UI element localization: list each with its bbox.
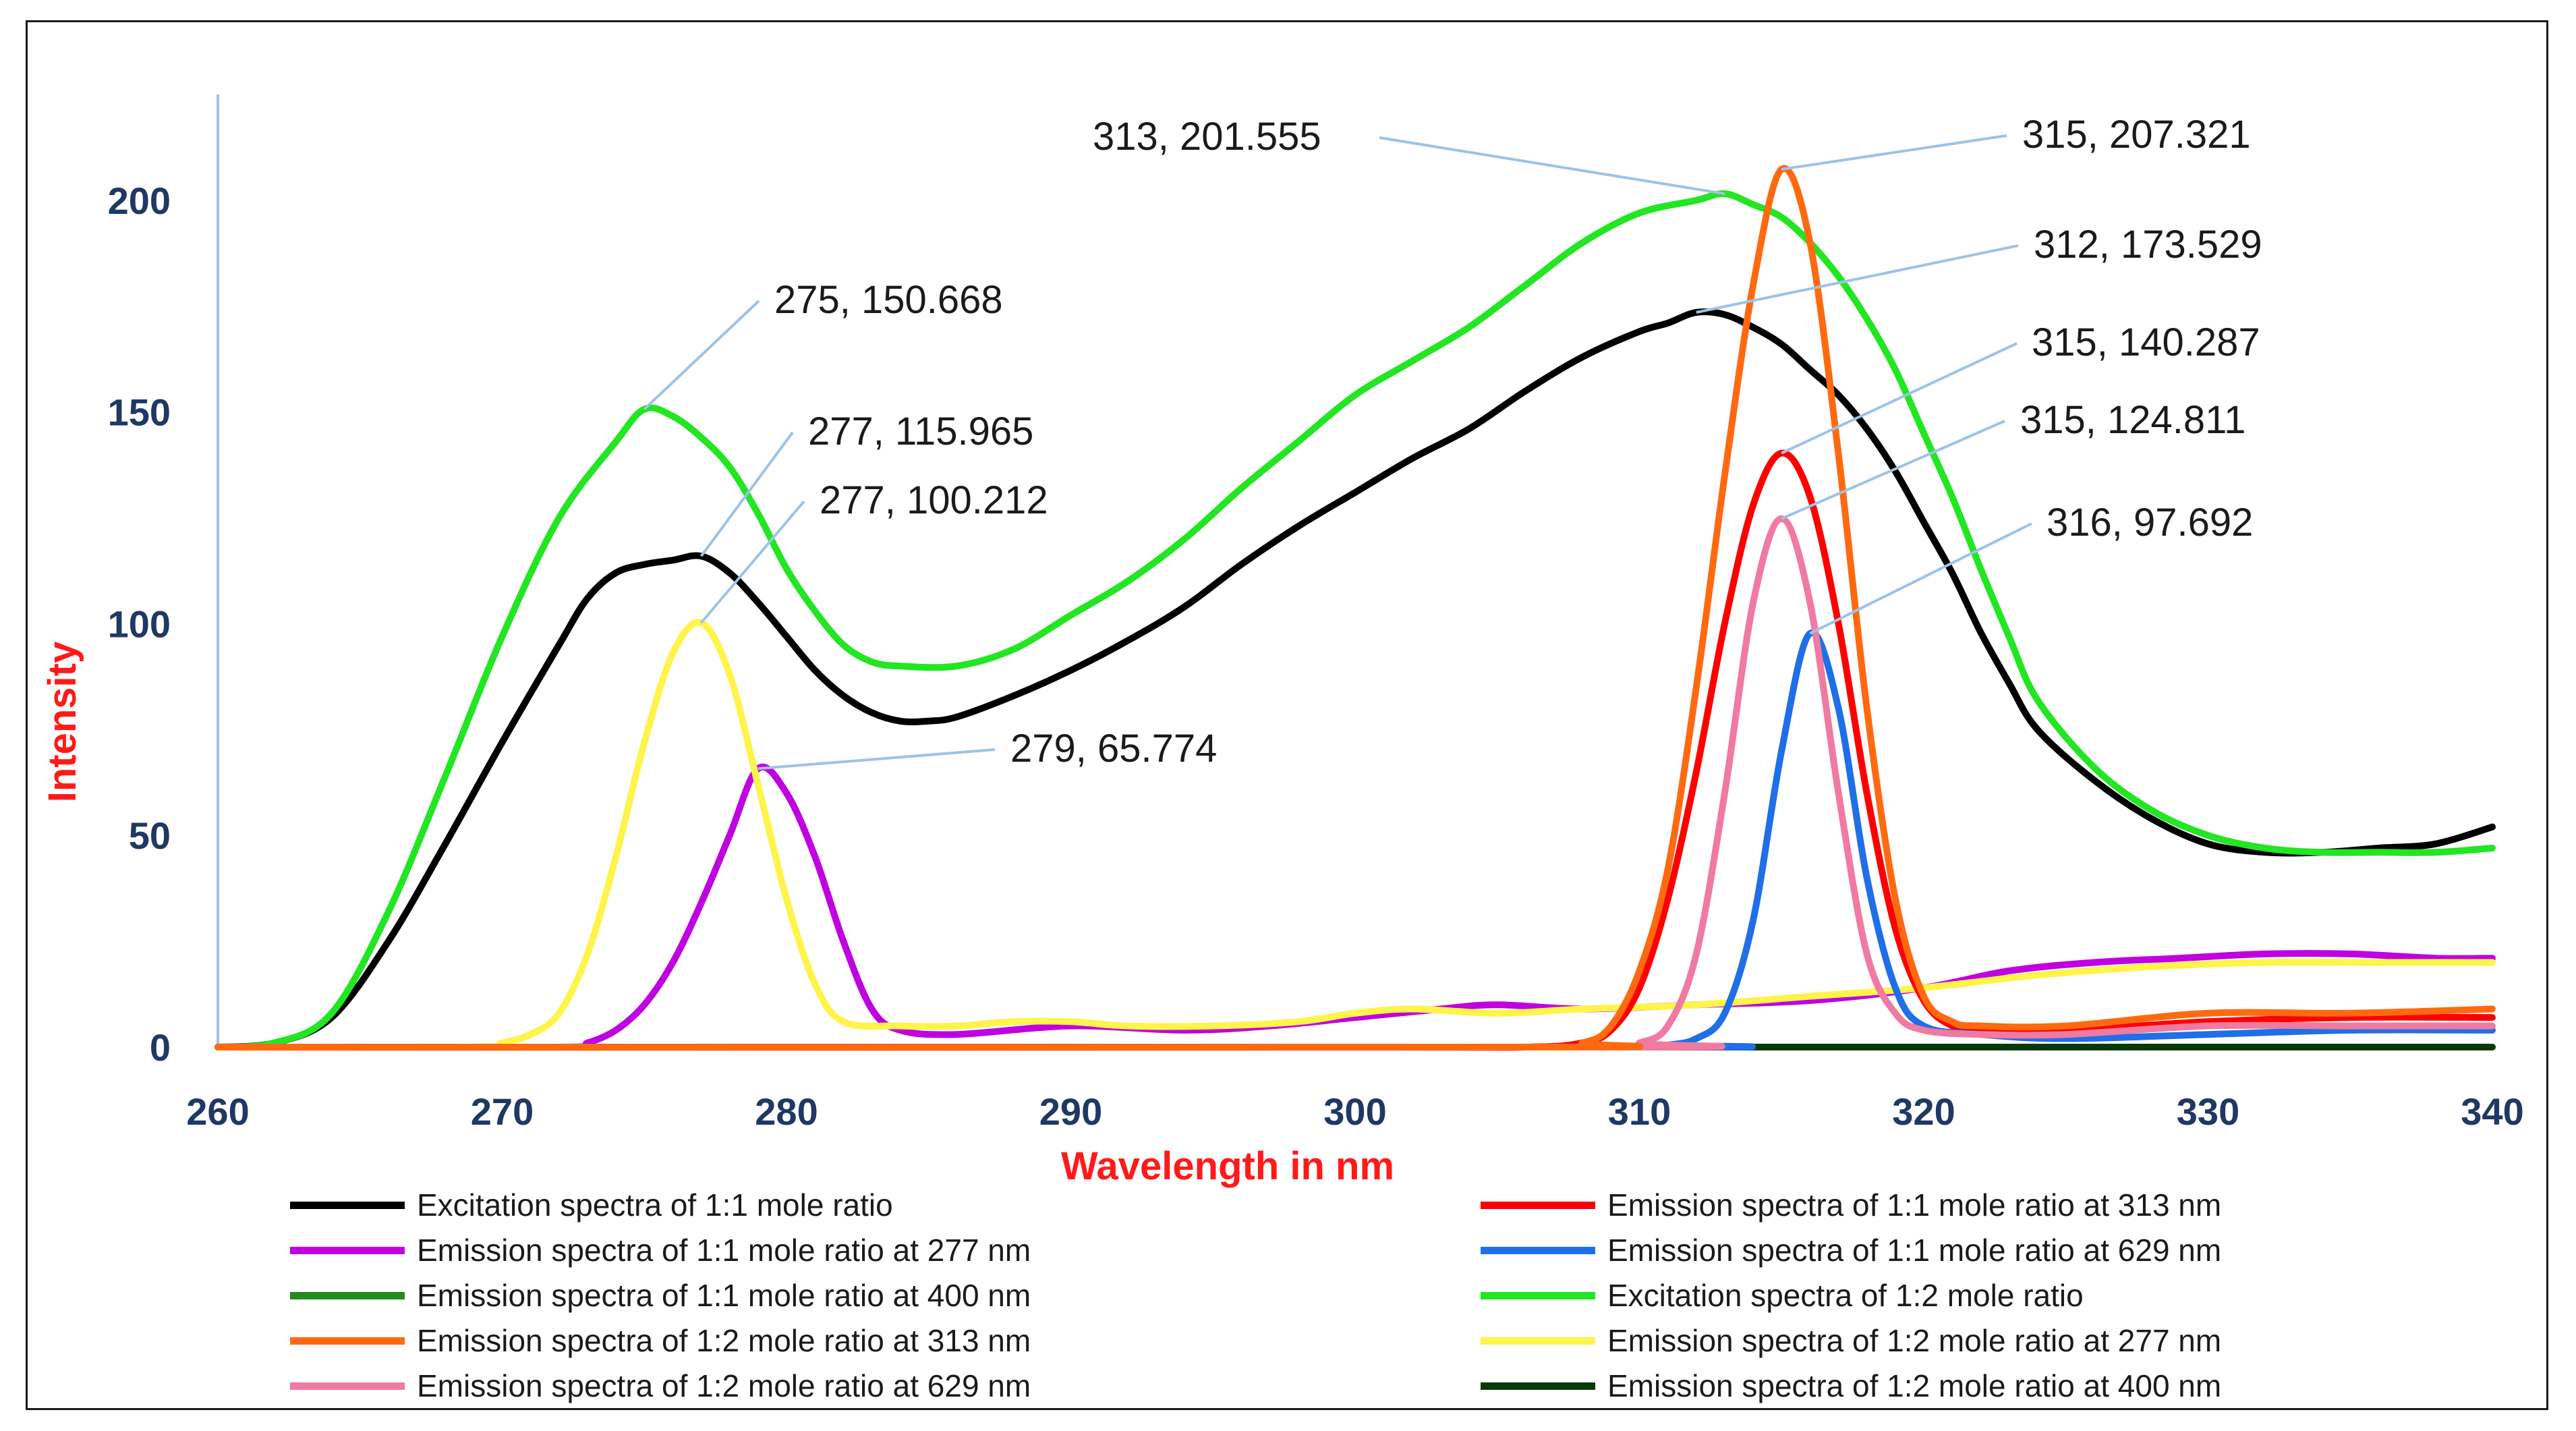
x-tick-label: 290 (1039, 1090, 1102, 1133)
y-tick-label: 50 (129, 814, 171, 857)
data-label: 313, 201.555 (1093, 115, 1321, 159)
annotation-leader (1781, 420, 2005, 520)
data-label: 277, 115.965 (808, 410, 1033, 453)
annotation-leader (699, 431, 794, 557)
data-label: 315, 207.321 (2022, 113, 2251, 157)
y-tick-label: 0 (150, 1026, 171, 1069)
series-line-1 (214, 308, 2496, 1050)
annotation-leader (1379, 136, 1725, 196)
annotation-leader (1781, 342, 2017, 455)
x-tick-label: 280 (755, 1090, 818, 1133)
annotation-leader (1696, 244, 2019, 314)
data-label: 277, 100.212 (820, 478, 1048, 522)
series-line-3 (214, 763, 2496, 1051)
x-tick-label: 320 (1892, 1090, 1955, 1133)
series-line-8 (214, 619, 2496, 1051)
chart-frame (26, 20, 2548, 1410)
annotation-leader (757, 748, 996, 770)
y-tick-label: 200 (108, 179, 171, 222)
y-axis-label: Intensity (40, 642, 84, 803)
axes: 260 270 280 290 300 310 320 330 340 0 50 100 150 200 (108, 94, 2524, 1133)
data-label: 315, 140.287 (2032, 320, 2260, 364)
x-axis-label: Wavelength in nm (1061, 1144, 1394, 1188)
annotation-leader (1781, 134, 2007, 171)
data-label: 275, 150.668 (774, 278, 1003, 322)
series-line-4 (214, 629, 2496, 1051)
series-layer (214, 165, 2496, 1051)
series-line-6 (214, 190, 2496, 1050)
x-tick-label: 310 (1608, 1090, 1671, 1133)
x-tick-label: 270 (471, 1090, 534, 1133)
x-tick-label: 340 (2461, 1090, 2523, 1133)
data-label: 316, 97.692 (2047, 501, 2253, 544)
data-label: 279, 65.774 (1010, 727, 1217, 770)
series-line-7 (214, 165, 2496, 1051)
data-label: 312, 173.529 (2034, 223, 2262, 266)
annotation-leader (700, 500, 805, 624)
x-tick-label: 300 (1323, 1090, 1386, 1133)
annotation-layer: 313, 201.555 315, 207.321 312, 173.529 315,… (643, 113, 2262, 770)
y-tick-label: 100 (108, 602, 171, 645)
data-label: 315, 124.811 (2020, 398, 2245, 442)
x-tick-label: 330 (2177, 1090, 2239, 1133)
annotation-leader (643, 300, 760, 410)
y-tick-label: 150 (108, 391, 171, 434)
x-tick-label: 260 (186, 1090, 249, 1133)
annotation-leader (1809, 522, 2032, 635)
